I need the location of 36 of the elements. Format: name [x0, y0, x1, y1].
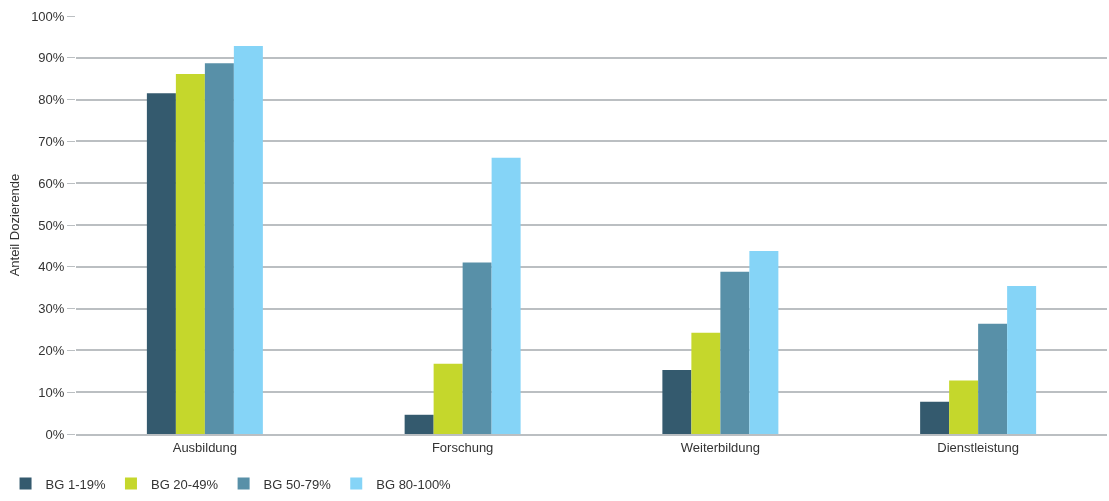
bar [920, 401, 950, 434]
bar [1007, 286, 1037, 434]
y-tick-label: 60% [38, 175, 65, 191]
y-axis-title: Anteil Dozierende [7, 173, 23, 277]
legend-label: BG 20-49% [150, 476, 219, 492]
y-tick-label: 70% [38, 133, 65, 149]
x-tick-label: Weiterbildung [680, 439, 761, 455]
y-tick-label: 40% [38, 259, 65, 275]
y-tick-label: 100% [31, 8, 65, 24]
y-tick-label: 80% [38, 92, 65, 108]
legend-label: BG 80-100% [376, 476, 452, 492]
bar [204, 63, 234, 434]
y-tick-label: 10% [38, 384, 65, 400]
bar [433, 363, 463, 434]
x-tick-label: Forschung [431, 439, 494, 455]
x-tick-label: Dienstleistung [937, 439, 1019, 455]
y-tick-label: 0% [45, 426, 65, 442]
bar [720, 271, 750, 434]
legend-label: BG 50-79% [263, 476, 332, 492]
y-tick-label: 30% [38, 301, 65, 317]
bar [691, 332, 721, 434]
bar [233, 46, 263, 434]
y-tick-label: 20% [38, 342, 65, 358]
bar [749, 250, 779, 434]
bar [404, 414, 434, 434]
bar [146, 93, 176, 434]
y-tick-label: 90% [38, 50, 65, 66]
bar [978, 323, 1008, 434]
bar [462, 262, 492, 434]
bar [662, 370, 692, 434]
bar [949, 380, 979, 434]
bar [491, 157, 521, 434]
legend-label: BG 1-19% [45, 476, 106, 492]
y-tick-label: 50% [38, 217, 65, 233]
bar [175, 74, 205, 434]
x-tick-label: Ausbildung [172, 439, 238, 455]
